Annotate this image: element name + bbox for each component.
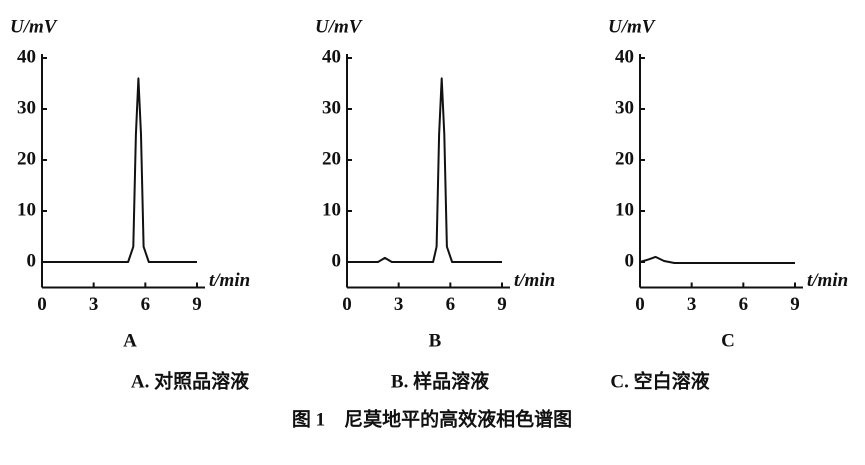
x-tick-label: 6	[446, 294, 456, 315]
x-axis-label: t/min	[209, 270, 250, 291]
panel-title: B	[429, 330, 442, 351]
y-tick-label: 40	[322, 46, 341, 67]
y-tick-label: 30	[615, 97, 634, 118]
panel-title: C	[721, 330, 735, 351]
x-tick-label: 3	[89, 294, 99, 315]
x-axis-label: t/min	[807, 270, 848, 291]
y-tick-label: 0	[332, 250, 342, 271]
y-tick-label: 0	[27, 250, 37, 271]
y-tick-label: 20	[615, 148, 634, 169]
x-tick-label: 6	[739, 294, 749, 315]
x-tick-label: 9	[790, 294, 800, 315]
chromatogram-line	[42, 77, 197, 263]
x-tick-label: 0	[37, 294, 47, 315]
x-tick-label: 0	[635, 294, 645, 315]
x-tick-label: 3	[394, 294, 404, 315]
legend-item: C. 空白溶液	[610, 369, 710, 392]
x-tick-label: 9	[192, 294, 202, 315]
x-axis-label: t/min	[514, 270, 555, 291]
y-tick-label: 0	[625, 250, 635, 271]
y-axis-label: U/mV	[10, 16, 58, 37]
y-tick-label: 20	[322, 148, 341, 169]
panel-title: A	[123, 330, 137, 351]
chromatogram-line	[639, 255, 795, 264]
x-tick-label: 9	[497, 294, 507, 315]
y-tick-label: 10	[17, 199, 36, 220]
figure-caption: 图 1 尼莫地平的高效液相色谱图	[292, 407, 572, 430]
legend-item: A. 对照品溶液	[131, 369, 250, 392]
y-axis-label: U/mV	[315, 16, 363, 37]
x-tick-label: 0	[342, 294, 352, 315]
y-axis-label: U/mV	[608, 16, 656, 37]
y-tick-label: 40	[17, 46, 36, 67]
y-tick-label: 10	[615, 199, 634, 220]
x-tick-label: 6	[141, 294, 151, 315]
legend-item: B. 样品溶液	[391, 369, 490, 392]
y-tick-label: 20	[17, 148, 36, 169]
y-tick-label: 30	[17, 97, 36, 118]
x-tick-label: 3	[687, 294, 697, 315]
y-tick-label: 10	[322, 199, 341, 220]
chromatogram-line	[347, 77, 502, 263]
y-tick-label: 40	[615, 46, 634, 67]
y-tick-label: 30	[322, 97, 341, 118]
